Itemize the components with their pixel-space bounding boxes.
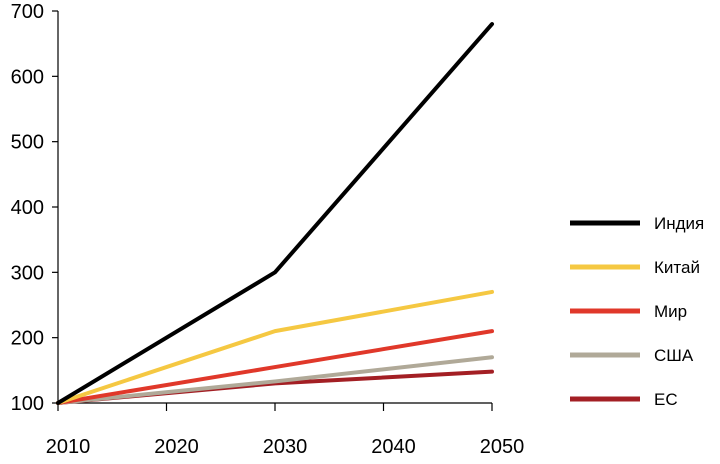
legend: Индия Китай Мир США ЕС xyxy=(570,214,704,409)
series-line xyxy=(56,289,494,405)
y-tick-label: 600 xyxy=(11,66,44,88)
legend-label: Мир xyxy=(654,302,687,321)
x-tick-label: 2010 xyxy=(46,436,91,458)
legend-label: США xyxy=(654,346,694,365)
y-tick-label: 100 xyxy=(11,393,44,415)
series-line xyxy=(56,355,494,405)
x-tick-label: 2040 xyxy=(371,436,416,458)
axes: 100 200 300 400 500 600 700 2010 2020 2030 2040 205… xyxy=(11,1,525,458)
series-layer xyxy=(56,22,494,405)
series-line xyxy=(56,329,494,405)
y-tick-label: 500 xyxy=(11,132,44,154)
y-tick-label: 300 xyxy=(11,262,44,284)
x-tick-label: 2020 xyxy=(154,436,199,458)
x-tick-label: 2030 xyxy=(263,436,308,458)
series-line xyxy=(56,22,494,405)
y-tick-label: 400 xyxy=(11,197,44,219)
legend-label: Китай xyxy=(654,258,700,277)
y-tick-label: 700 xyxy=(11,1,44,23)
y-tick-label: 200 xyxy=(11,328,44,350)
legend-label: ЕС xyxy=(654,390,678,409)
x-tick-label: 2050 xyxy=(480,436,525,458)
legend-label: Индия xyxy=(654,214,704,233)
